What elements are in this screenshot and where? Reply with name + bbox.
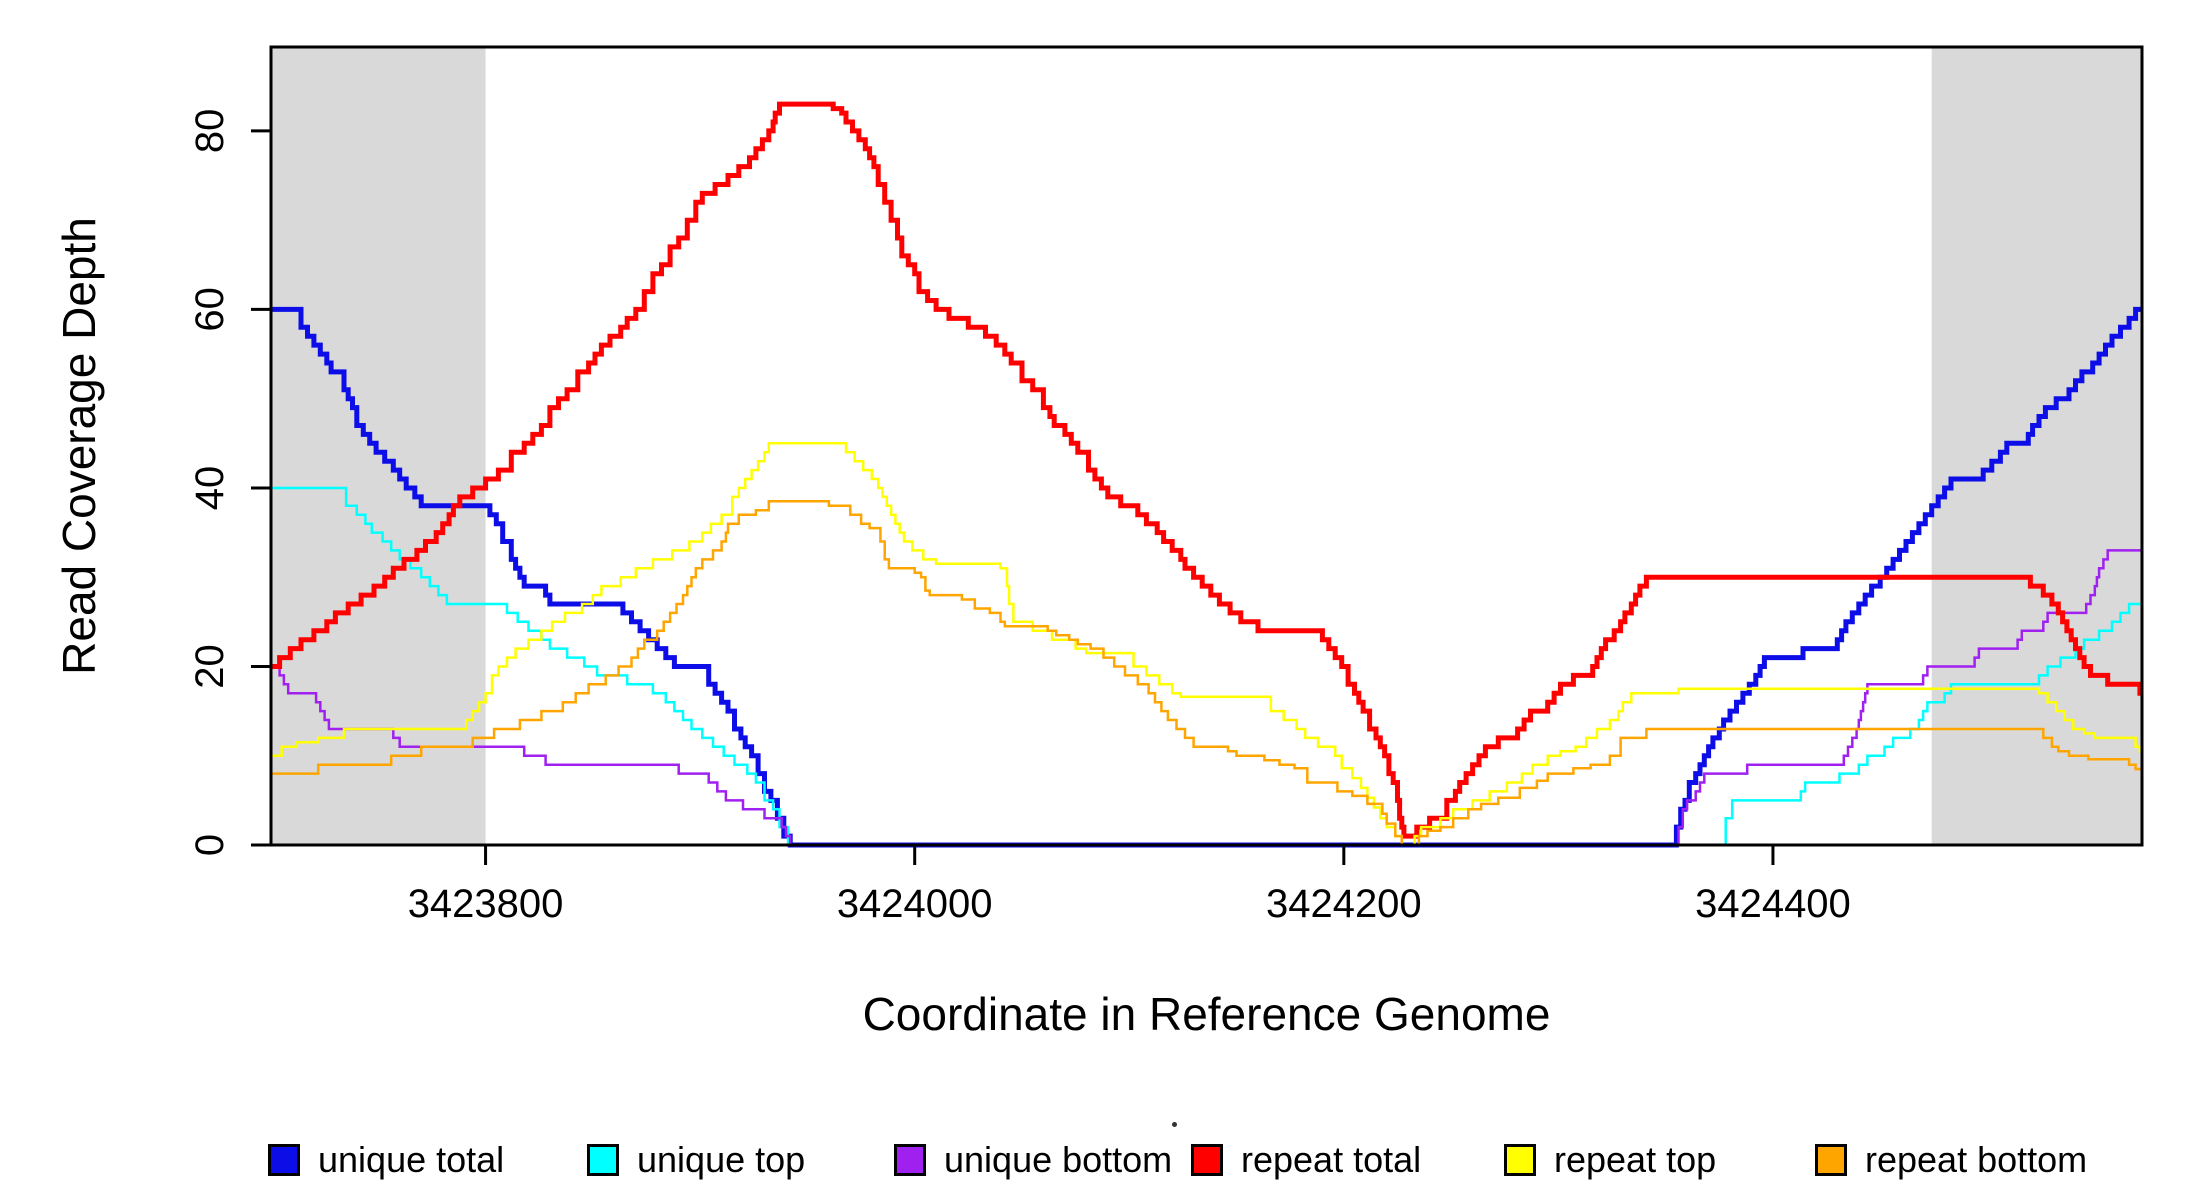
x-tick-label: 3424400 (1695, 882, 1851, 926)
y-tick-label: 40 (188, 466, 232, 511)
y-tick-label: 20 (188, 644, 232, 689)
legend-item-unique-top: unique top (587, 1139, 806, 1180)
legend-swatch-icon (268, 1144, 300, 1176)
legend-label: unique top (637, 1139, 806, 1180)
x-tick-label: 3424000 (837, 882, 993, 926)
legend-label: repeat total (1241, 1139, 1422, 1180)
legend-label: unique total (318, 1139, 505, 1180)
legend-label: unique bottom (944, 1139, 1173, 1180)
series-unique-bottom (271, 549, 2142, 847)
y-tick-label: 60 (188, 287, 232, 332)
x-axis-title: Coordinate in Reference Genome (863, 988, 1551, 1040)
legend-item-repeat-bottom: repeat bottom (1815, 1139, 2088, 1180)
legend-label: repeat top (1554, 1139, 1717, 1180)
legend-item-unique-bottom: unique bottom (894, 1139, 1173, 1180)
legend-item-unique-total: unique total (268, 1139, 505, 1180)
stray-dot-mark (1172, 1122, 1177, 1127)
legend-item-repeat-total: repeat total (1191, 1139, 1422, 1180)
series-repeat-top (271, 442, 2142, 847)
y-tick-label: 80 (188, 109, 232, 154)
legend-swatch-icon (1504, 1144, 1536, 1176)
legend-swatch-icon (894, 1144, 926, 1176)
series-unique-top (271, 486, 2142, 847)
x-tick-label: 3424200 (1266, 882, 1422, 926)
shaded-regions (271, 47, 2142, 845)
shaded-band (1931, 47, 2142, 845)
legend-swatch-icon (1815, 1144, 1847, 1176)
x-tick-label: 3423800 (408, 882, 564, 926)
series-unique-total (271, 306, 2142, 848)
legend-swatch-icon (1191, 1144, 1223, 1176)
series-lines (271, 101, 2143, 848)
legend-item-repeat-top: repeat top (1504, 1139, 1717, 1180)
y-tick-label: 0 (188, 834, 232, 856)
series-repeat-bottom (271, 500, 2142, 847)
series-repeat-total (271, 101, 2143, 839)
legend-label: repeat bottom (1865, 1139, 2088, 1180)
axis-ticks: 3423800 3424000 3424200 3424400 0 20 40 60 80 (188, 109, 1851, 926)
y-axis-title: Read Coverage Depth (53, 217, 105, 675)
plot-frame (269, 45, 2144, 847)
legend-swatch-icon (587, 1144, 619, 1176)
